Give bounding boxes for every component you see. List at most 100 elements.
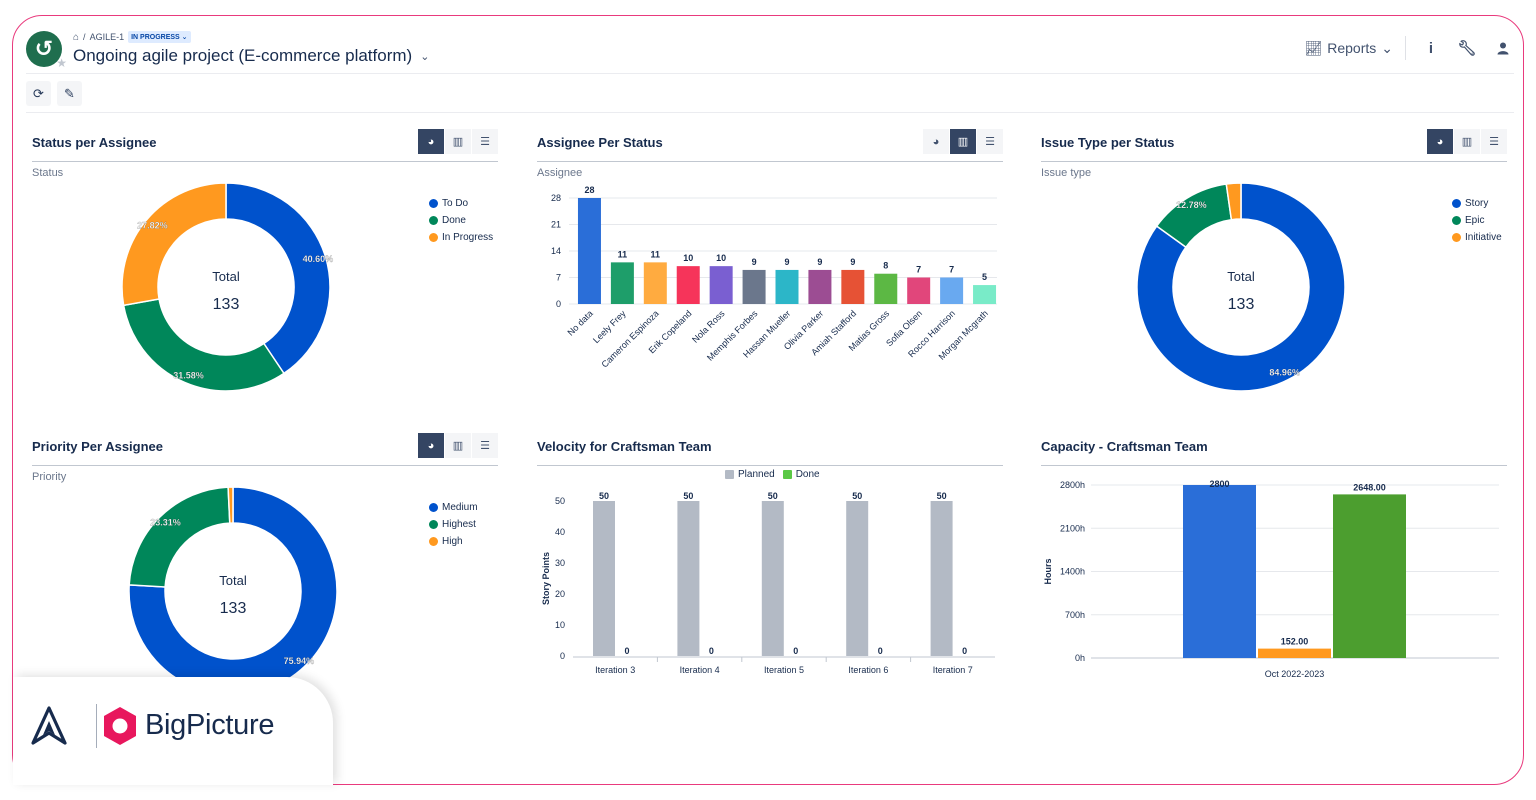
bar[interactable] xyxy=(676,266,700,304)
bar[interactable] xyxy=(808,269,832,304)
bar[interactable] xyxy=(841,269,865,304)
data-label: 0 xyxy=(793,646,798,656)
brand-overlay: BigPicture xyxy=(13,677,333,785)
user-icon[interactable] xyxy=(1492,37,1514,59)
donut-chart[interactable]: 40.60% 31.58% 27.82% Total 133 xyxy=(118,179,334,395)
legend-item[interactable]: Planned xyxy=(725,466,775,483)
page-title[interactable]: Ongoing agile project (E-commerce platfo… xyxy=(73,46,430,65)
donut-slice[interactable] xyxy=(225,182,331,375)
list-icon[interactable]: ☰ xyxy=(472,433,498,458)
donut-chart[interactable]: 84.96% 12.78% Total 133 xyxy=(1133,179,1349,395)
refresh-button[interactable]: ⟳ xyxy=(26,81,51,106)
project-avatar[interactable]: ↺ ★ xyxy=(26,31,67,70)
bar[interactable] xyxy=(643,262,667,304)
x-tick-label: Cameron Espinoza xyxy=(600,308,661,369)
bar[interactable] xyxy=(761,501,784,656)
bar-chart-icon[interactable]: ▥ xyxy=(1454,129,1480,154)
bar[interactable] xyxy=(973,285,997,304)
info-icon[interactable]: i xyxy=(1428,39,1434,57)
list-icon[interactable]: ☰ xyxy=(977,129,1003,154)
reports-menu-button[interactable]: 📈︎ Reports ⌄ xyxy=(1304,36,1406,60)
donut-slice[interactable] xyxy=(121,182,227,307)
pie-chart-icon[interactable]: ◕ xyxy=(418,129,444,154)
breadcrumb: ⌂ / AGILE-1 IN PROGRESS ⌄ xyxy=(73,31,191,43)
data-label: 84.96% xyxy=(1269,367,1300,377)
donut-slice[interactable] xyxy=(227,486,234,524)
y-tick-label: 40 xyxy=(555,527,565,537)
y-tick-label: 0 xyxy=(560,651,565,661)
bar[interactable] xyxy=(593,501,615,656)
breadcrumb-key[interactable]: AGILE-1 xyxy=(89,32,125,42)
bar[interactable] xyxy=(1333,494,1406,658)
edit-button[interactable]: ✎ xyxy=(57,81,82,106)
legend-item[interactable]: Initiative xyxy=(1452,229,1502,246)
bar[interactable] xyxy=(1258,648,1331,658)
bar-chart[interactable]: 0h 700h 1400h 2100h 2800h Hours 2800 152.00 2648… xyxy=(1041,473,1507,688)
bar[interactable] xyxy=(577,198,601,304)
y-tick-label: 700h xyxy=(1065,610,1085,620)
status-badge[interactable]: IN PROGRESS ⌄ xyxy=(128,31,191,43)
star-icon[interactable]: ★ xyxy=(56,56,67,70)
wrench-icon[interactable]: 🔧︎ xyxy=(1457,40,1477,57)
pie-chart-icon[interactable]: ◕ xyxy=(1427,129,1453,154)
y-tick-label: 1400h xyxy=(1060,567,1085,577)
bar[interactable] xyxy=(1183,485,1256,658)
pie-chart-icon[interactable]: ◕ xyxy=(923,129,949,154)
bar[interactable] xyxy=(677,501,700,656)
y-tick-label: 30 xyxy=(555,558,565,568)
bar[interactable] xyxy=(930,501,953,656)
data-label: 9 xyxy=(784,257,789,267)
donut-slice[interactable] xyxy=(1225,182,1242,221)
y-tick-label: 20 xyxy=(555,589,565,599)
donut-center-value: 133 xyxy=(213,296,240,313)
donut-slice[interactable] xyxy=(122,298,285,392)
bar[interactable] xyxy=(709,266,733,304)
priority-per-assignee-panel: Priority Per Assignee ◕ ▥ ☰ Priority 75.… xyxy=(32,433,498,696)
pie-chart-icon[interactable]: ◕ xyxy=(418,433,444,458)
data-label: 152.00 xyxy=(1281,637,1309,647)
legend-item[interactable]: Epic xyxy=(1452,212,1502,229)
bar-chart-icon[interactable]: ▥ xyxy=(445,129,471,154)
donut-center-label: Total xyxy=(219,573,247,588)
legend-item[interactable]: Done xyxy=(782,466,820,483)
panel-subtitle: Issue type xyxy=(1041,167,1092,179)
legend-item[interactable]: High xyxy=(429,533,478,550)
bar-chart[interactable]: 0 10 20 30 40 50 Story Points 50 0 Iteration 3 50 0… xyxy=(537,488,1003,688)
list-icon[interactable]: ☰ xyxy=(472,129,498,154)
refresh-icon: ⟳ xyxy=(33,85,44,101)
bar[interactable] xyxy=(610,262,634,304)
legend-item[interactable]: Story xyxy=(1452,195,1502,212)
donut-slice[interactable] xyxy=(128,486,231,588)
donut-chart[interactable]: 75.94% 23.31% Total 133 xyxy=(125,483,341,699)
bar[interactable] xyxy=(940,277,964,305)
bar[interactable] xyxy=(775,269,799,304)
bar[interactable] xyxy=(907,277,931,305)
bar-chart-icon[interactable]: ▥ xyxy=(950,129,976,154)
legend-item[interactable]: Medium xyxy=(429,499,478,516)
y-tick-label: 10 xyxy=(555,620,565,630)
donut-slice[interactable] xyxy=(128,486,338,696)
list-icon[interactable]: ☰ xyxy=(1481,129,1507,154)
bar-chart-icon[interactable]: ▥ xyxy=(445,433,471,458)
divider xyxy=(26,112,1514,113)
panel-subtitle: Priority xyxy=(32,471,67,483)
x-tick-label: Iteration 5 xyxy=(764,665,804,675)
bar[interactable] xyxy=(874,273,898,304)
bar[interactable] xyxy=(846,501,869,656)
y-tick-label: 0 xyxy=(556,299,561,309)
legend-item[interactable]: Done xyxy=(429,212,493,229)
legend-item[interactable]: Highest xyxy=(429,516,478,533)
bar[interactable] xyxy=(742,269,766,304)
donut-slice[interactable] xyxy=(1136,182,1346,392)
panel-title: Status per Assignee xyxy=(32,135,157,150)
data-label: 7 xyxy=(916,265,921,275)
home-icon[interactable]: ⌂ xyxy=(73,31,80,43)
panel-title: Issue Type per Status xyxy=(1041,135,1175,150)
data-label: 9 xyxy=(752,257,757,267)
legend-item[interactable]: In Progress xyxy=(429,229,493,246)
view-toggle: ◕ ▥ ☰ xyxy=(418,129,498,154)
legend-item[interactable]: To Do xyxy=(429,195,493,212)
data-label: 5 xyxy=(982,272,987,282)
data-label: 10 xyxy=(683,253,693,263)
